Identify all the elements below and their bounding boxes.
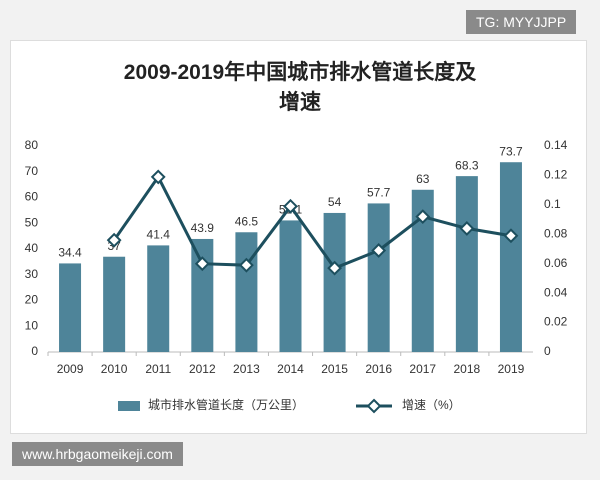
value-label: 57.7 [367,186,391,200]
line-marker [194,256,210,272]
bar [103,256,126,352]
line-marker [459,220,475,236]
line-marker [238,257,254,273]
bar [147,245,170,352]
legend-swatch [118,401,140,411]
y-tick-label: 20 [25,293,39,307]
legend-label: 增速（%） [402,398,461,412]
y2-tick-label: 0.14 [544,138,568,152]
y2-tick-label: 0.12 [544,168,568,182]
line-marker [503,228,519,244]
line-marker [150,169,166,185]
y2-tick-label: 0.1 [544,197,561,211]
y-tick-label: 70 [25,164,39,178]
y2-tick-label: 0.02 [544,315,568,329]
value-label: 41.4 [147,228,171,242]
bar [499,162,522,352]
line-marker [371,243,387,258]
watermark: TG: MYYJJPP [466,10,577,34]
y-tick-label: 40 [25,241,39,255]
x-tick-label: 2013 [233,362,260,376]
y-tick-label: 0 [31,344,38,358]
x-tick-label: 2017 [409,362,436,376]
y-tick-label: 80 [25,138,39,152]
line-marker [327,260,343,276]
bar [323,212,346,352]
line-marker [415,209,431,225]
x-tick-label: 2018 [454,362,481,376]
x-tick-label: 2010 [101,362,128,376]
x-tick-label: 2012 [189,362,216,376]
y-tick-label: 10 [25,318,39,332]
x-tick-label: 2014 [277,362,304,376]
value-label: 63 [416,172,430,186]
y2-tick-label: 0.06 [544,256,568,270]
x-tick-label: 2019 [498,362,525,376]
value-label: 43.9 [191,221,215,235]
line-marker [283,198,298,214]
watermark: www.hrbgaomeikeji.com [12,442,183,466]
line-marker [106,232,122,248]
value-label: 46.5 [235,214,259,228]
x-tick-label: 2016 [365,362,392,376]
x-tick-label: 2011 [145,362,171,376]
chart-title: 2009-2019年中国城市排水管道长度及增速 [123,61,477,114]
bar [411,189,434,352]
legend-label: 城市排水管道长度（万公里） [148,397,304,412]
value-label: 34.4 [58,246,82,260]
y-tick-label: 30 [25,267,39,281]
bar [455,176,478,352]
x-tick-label: 2009 [57,362,84,376]
bar [279,220,302,352]
legend-swatch [366,398,382,414]
y2-tick-label: 0.04 [544,285,568,299]
y-tick-label: 60 [25,190,39,204]
y2-tick-label: 0.08 [544,226,568,240]
value-label: 73.7 [499,144,523,158]
y-tick-label: 50 [25,215,39,229]
value-label: 54 [328,195,342,209]
x-tick-label: 2015 [321,362,348,376]
bar [59,263,82,352]
line [112,173,512,270]
bar [367,203,390,352]
value-label: 68.3 [455,158,479,172]
bar [191,238,214,352]
y2-tick-label: 0 [544,344,551,358]
bar [235,232,258,352]
